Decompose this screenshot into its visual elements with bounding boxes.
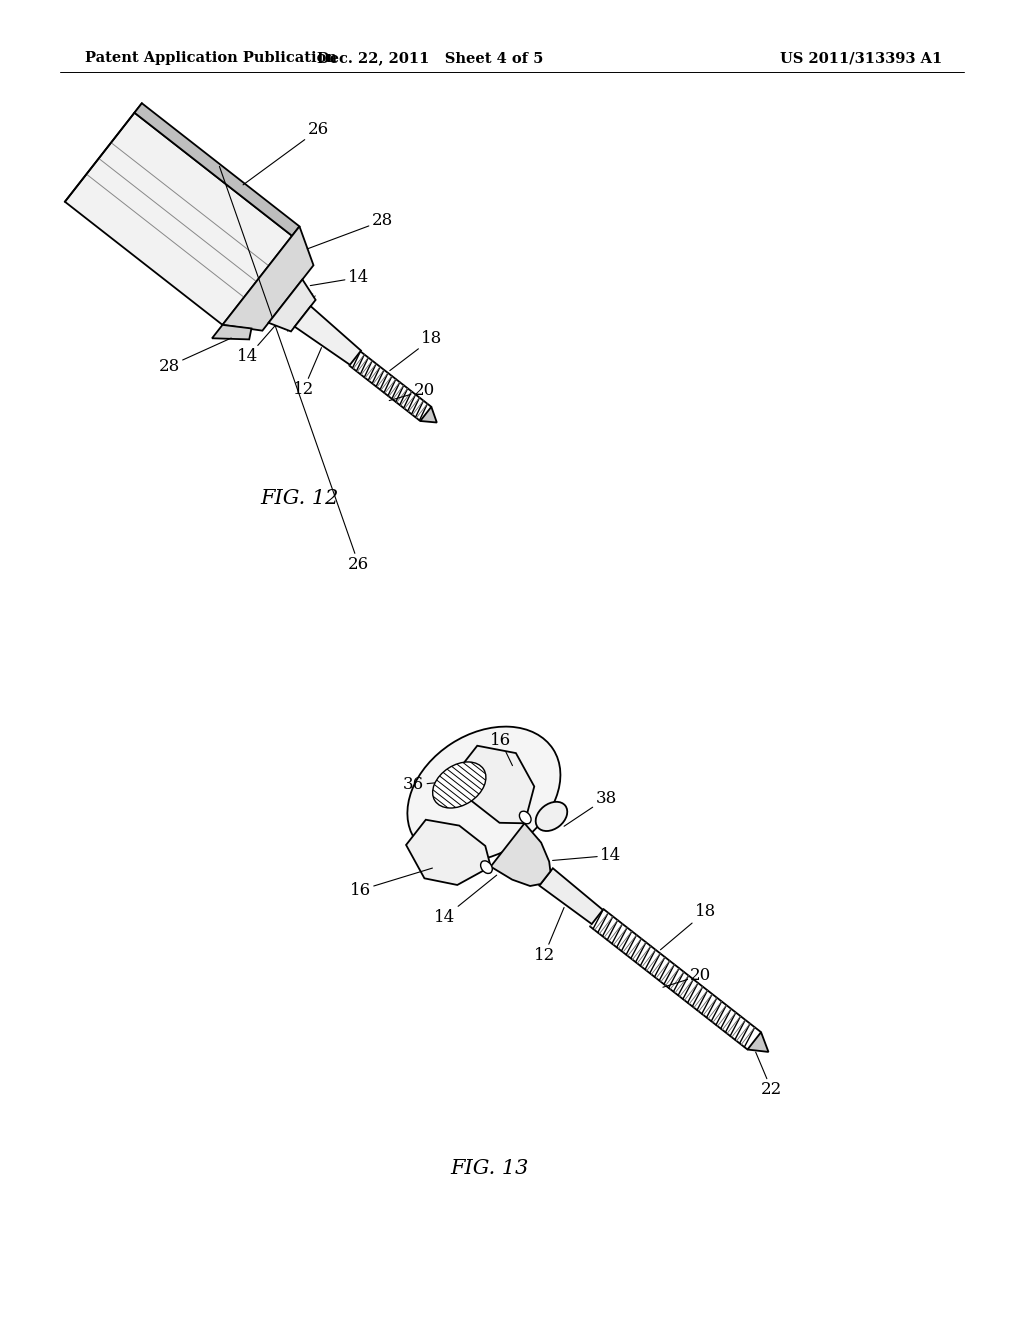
Polygon shape [222,226,313,330]
Polygon shape [490,824,550,886]
Ellipse shape [480,861,493,874]
Polygon shape [295,306,361,364]
Text: 36: 36 [403,776,466,793]
Text: 18: 18 [390,330,442,371]
Text: 14: 14 [310,269,369,286]
Polygon shape [540,869,603,924]
Ellipse shape [432,762,486,808]
Text: 38: 38 [564,789,616,826]
Text: FIG. 13: FIG. 13 [451,1159,529,1177]
Polygon shape [268,280,315,331]
Text: FIG. 12: FIG. 12 [261,488,339,507]
Text: 16: 16 [350,869,432,899]
Text: Dec. 22, 2011   Sheet 4 of 5: Dec. 22, 2011 Sheet 4 of 5 [316,51,543,65]
Ellipse shape [536,801,567,832]
Text: 12: 12 [534,907,564,964]
Text: 14: 14 [553,847,622,865]
Text: 14: 14 [238,325,275,366]
Text: 22: 22 [756,1052,782,1098]
Text: 26: 26 [243,121,329,185]
Text: 16: 16 [489,733,512,766]
Polygon shape [65,112,292,325]
Text: 26: 26 [219,166,370,573]
Polygon shape [407,820,490,884]
Text: 28: 28 [159,338,231,375]
Ellipse shape [519,812,531,824]
Text: 20: 20 [663,966,712,987]
Text: 28: 28 [307,213,393,249]
Text: Patent Application Publication: Patent Application Publication [85,51,337,65]
Text: 12: 12 [293,347,322,399]
Polygon shape [420,407,437,422]
Polygon shape [458,746,535,824]
Text: 14: 14 [434,875,497,925]
Polygon shape [212,325,252,339]
Polygon shape [748,1032,768,1052]
Text: US 2011/313393 A1: US 2011/313393 A1 [780,51,942,65]
Ellipse shape [408,726,560,862]
Text: 18: 18 [660,903,716,950]
Text: 20: 20 [389,381,435,400]
Polygon shape [134,103,299,236]
